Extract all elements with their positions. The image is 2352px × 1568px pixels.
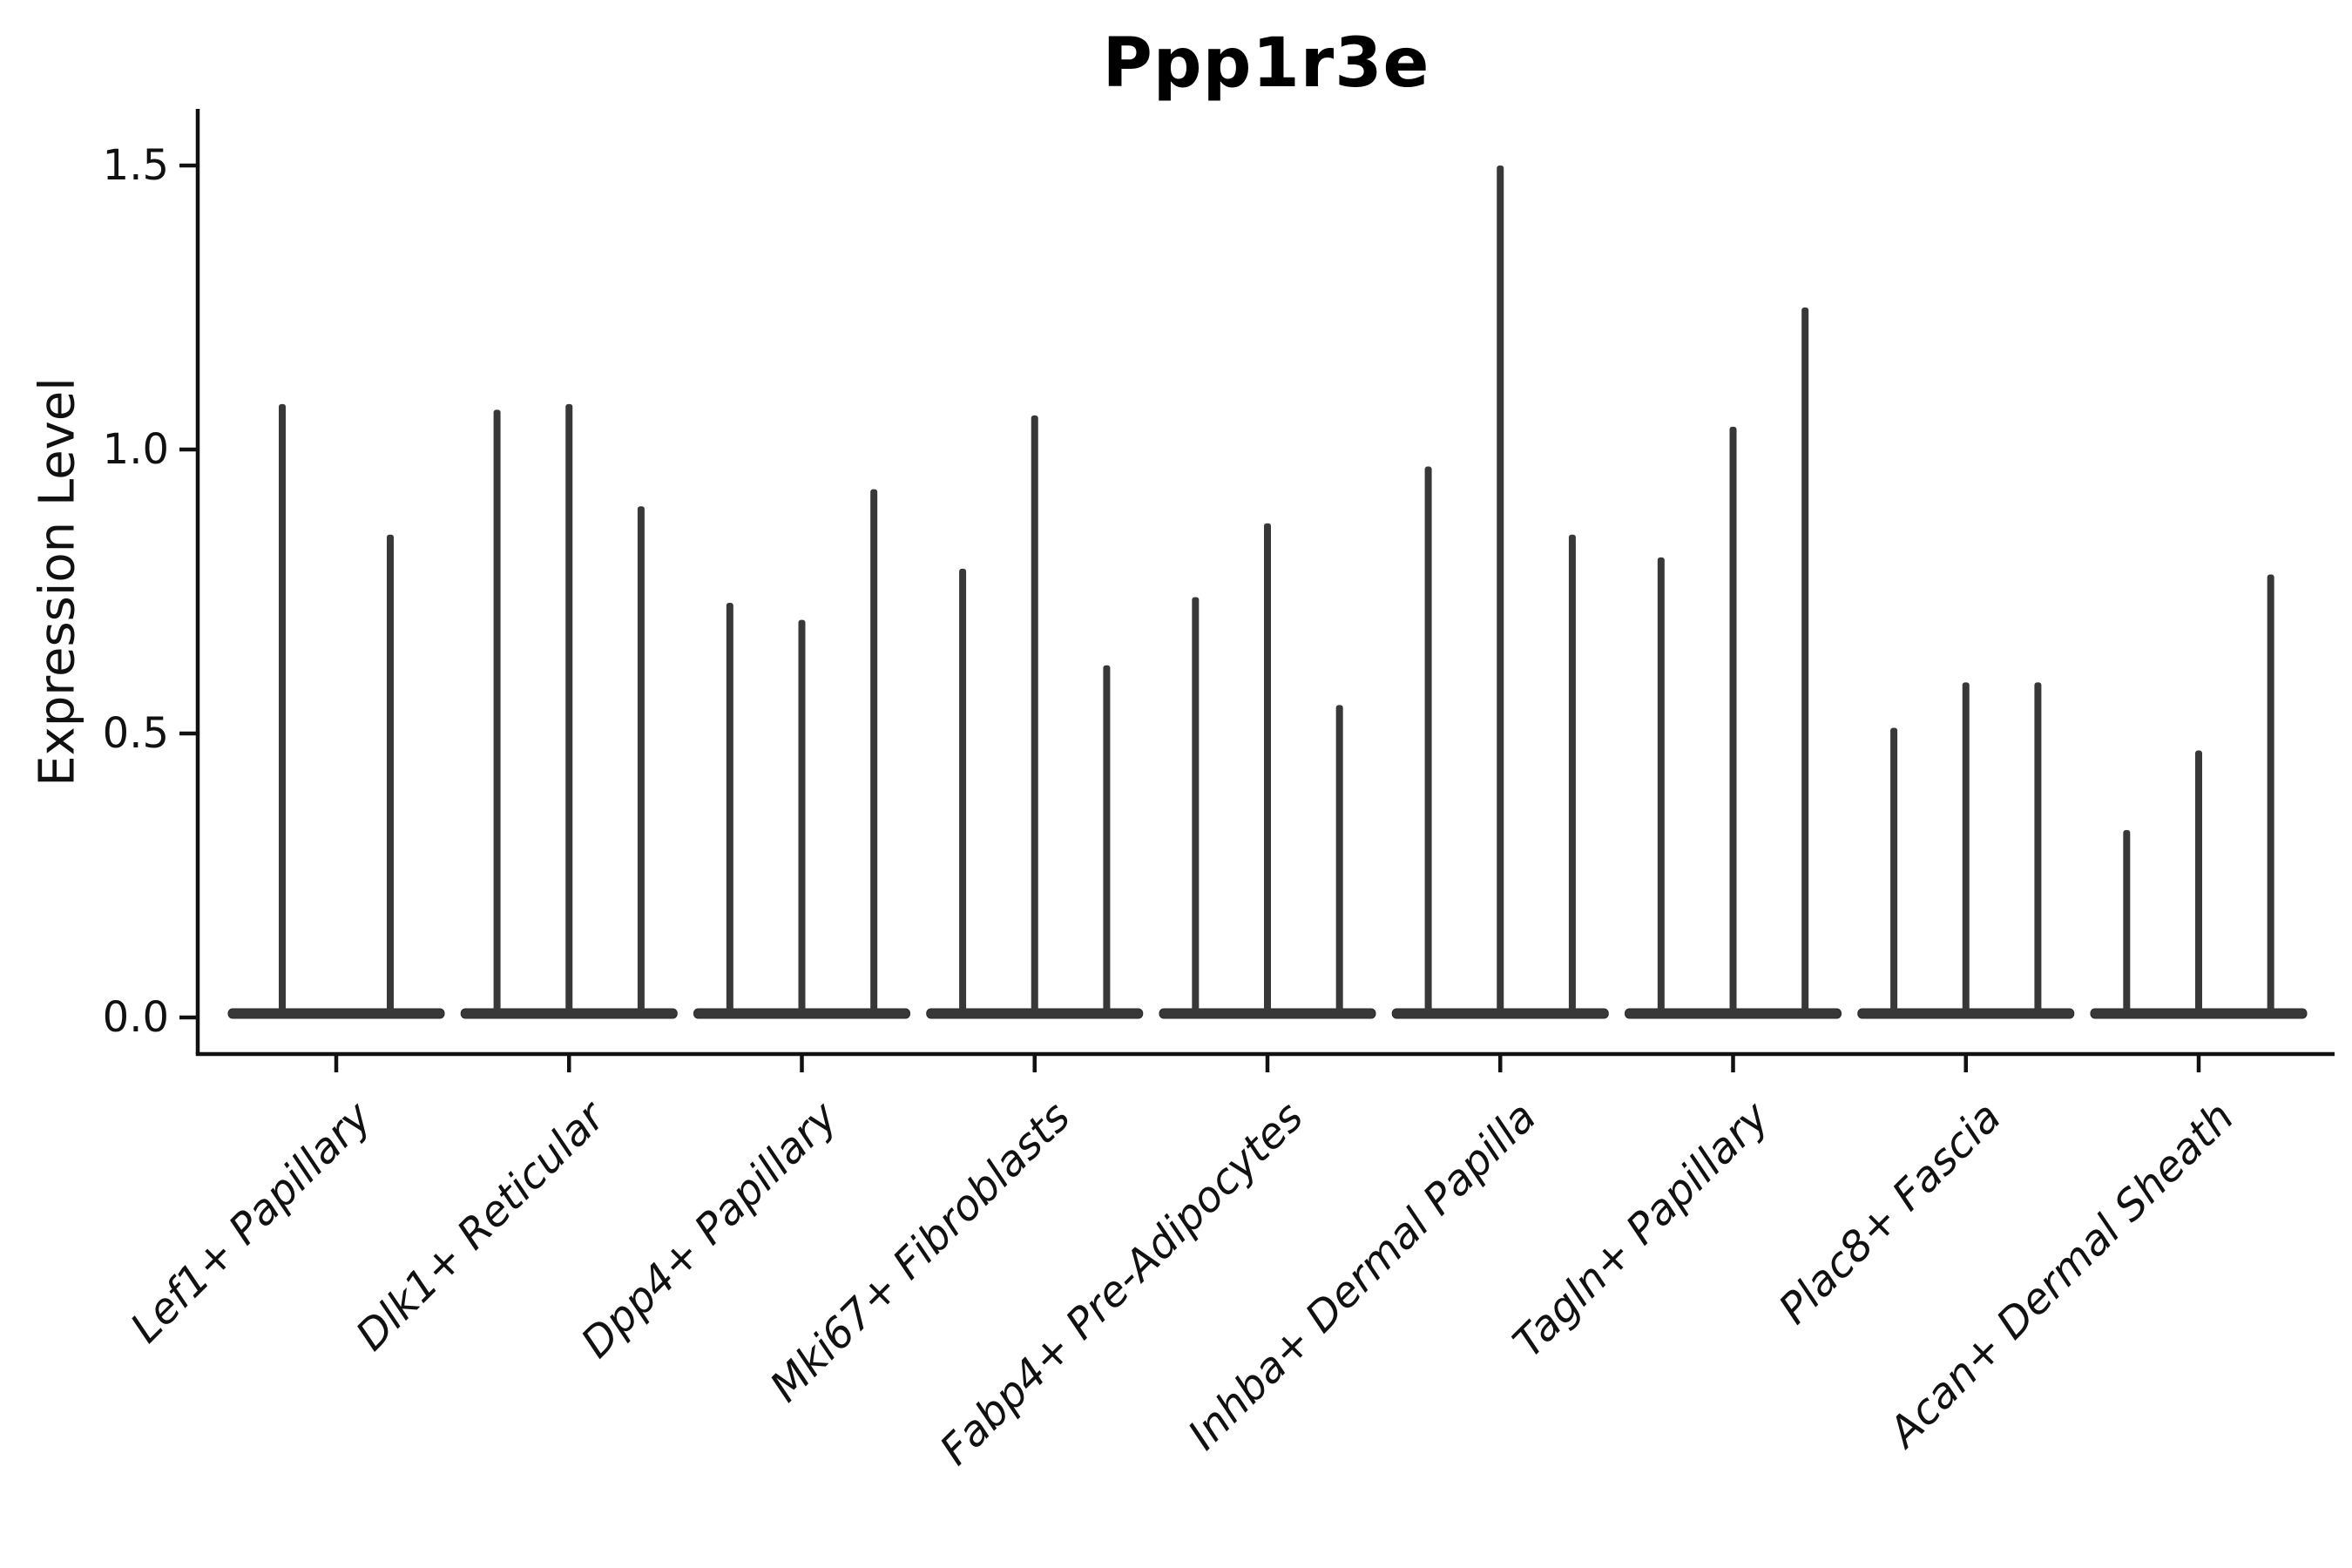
violin-spike <box>1192 597 1200 1012</box>
violin-spike <box>2123 829 2131 1012</box>
violin-spike <box>959 568 967 1012</box>
y-axis-label: Expression Level <box>29 377 86 787</box>
violin-spike <box>387 534 394 1012</box>
violin-spike <box>2267 574 2274 1012</box>
violin-spike <box>870 489 878 1012</box>
chart-title: Ppp1r3e <box>1102 24 1430 103</box>
violin-spike <box>1568 534 1576 1012</box>
violin-spike <box>1424 466 1432 1012</box>
violin-spike <box>279 403 286 1013</box>
violin-base <box>227 1008 445 1019</box>
violin-spike <box>493 409 501 1012</box>
y-tick-label: 1.0 <box>102 425 169 474</box>
violin-spike <box>1890 727 1898 1012</box>
violin-spike <box>1657 557 1665 1012</box>
y-tick-label: 1.5 <box>102 141 169 190</box>
violin-spike <box>565 403 573 1013</box>
violin-spike <box>726 603 733 1012</box>
violin-spike <box>2034 682 2042 1012</box>
violin-spike <box>1103 665 1111 1012</box>
violin-spike <box>637 506 645 1012</box>
violin-spike <box>1962 682 1970 1012</box>
y-tick-label: 0.5 <box>102 709 169 758</box>
y-tick-label: 0.0 <box>102 993 169 1042</box>
violin-spike <box>1264 523 1271 1012</box>
violin-spike <box>1801 308 1809 1012</box>
violin-spike <box>1497 166 1504 1012</box>
violin-spike <box>1031 415 1038 1012</box>
violin-spike <box>1729 426 1737 1012</box>
violin-spike <box>2195 750 2202 1012</box>
violin-spike <box>798 619 806 1012</box>
violin-spike <box>1335 705 1343 1012</box>
